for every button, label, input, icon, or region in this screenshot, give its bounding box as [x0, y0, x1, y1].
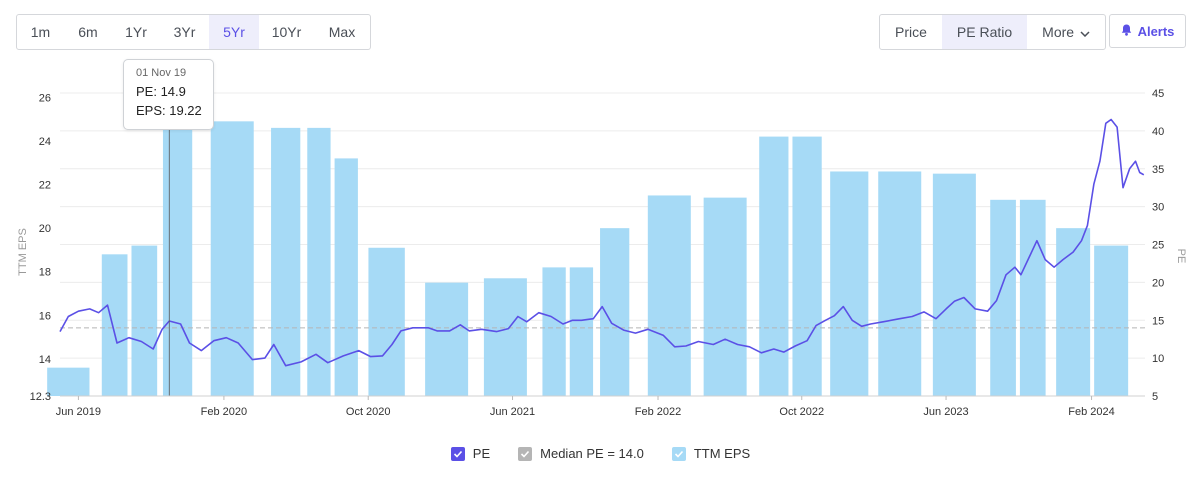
legend-item-2[interactable]: TTM EPS — [671, 446, 751, 461]
eps-bar — [162, 123, 193, 397]
y-right-tick-label: 30 — [1152, 202, 1164, 214]
view-button-pe-ratio[interactable]: PE Ratio — [941, 15, 1028, 49]
checkbox-icon[interactable] — [671, 446, 686, 461]
y-left-tick-label: 26 — [39, 92, 51, 104]
eps-bar — [101, 254, 128, 396]
y-left-axis-title: TTM EPS — [17, 228, 29, 276]
eps-bar — [131, 245, 158, 396]
view-button-label: More — [1042, 24, 1075, 40]
eps-bar — [569, 267, 594, 396]
eps-bar — [647, 195, 691, 396]
x-tick-label: Jun 2019 — [56, 406, 101, 418]
tooltip-eps: EPS: 19.22 — [136, 103, 202, 118]
eps-bar — [932, 173, 976, 396]
chart-view-selector: Price PE Ratio More — [879, 14, 1107, 50]
tooltip-date: 01 Nov 19 — [136, 67, 187, 79]
y-left-tick-label: 24 — [39, 136, 51, 148]
y-right-tick-label: 40 — [1152, 126, 1164, 138]
y-left-tick-label: 22 — [39, 180, 51, 192]
y-left-tick-label: 18 — [39, 267, 51, 279]
legend-item-1[interactable]: Median PE = 14.0 — [518, 446, 644, 461]
range-button-1yr[interactable]: 1Yr — [125, 24, 147, 40]
y-right-tick-label: 25 — [1152, 240, 1164, 252]
x-tick-label: Feb 2024 — [1068, 406, 1114, 418]
eps-bar — [759, 136, 789, 397]
legend-label: TTM EPS — [693, 446, 751, 461]
chart-tooltip: 01 Nov 19 PE: 14.9 EPS: 19.22 — [123, 59, 214, 130]
y-left-tick-label: 16 — [39, 310, 51, 322]
range-button-max[interactable]: Max — [328, 24, 356, 40]
eps-bar — [307, 127, 331, 397]
y-right-tick-label: 5 — [1152, 391, 1158, 403]
eps-bar — [210, 121, 254, 396]
tooltip-pe: PE: 14.9 — [136, 84, 186, 99]
view-button-label: PE Ratio — [956, 24, 1013, 40]
eps-bar — [368, 247, 405, 396]
range-button-6m[interactable]: 6m — [78, 24, 98, 40]
x-tick-label: Feb 2020 — [201, 406, 247, 418]
legend-label: PE — [472, 446, 491, 461]
view-button-more[interactable]: More — [1027, 15, 1105, 49]
y-right-axis-title: PE — [1175, 249, 1187, 264]
y-right-tick-label: 10 — [1152, 353, 1164, 365]
chevron-down-icon — [1080, 15, 1090, 49]
eps-bar — [703, 197, 747, 396]
range-button-5yr[interactable]: 5Yr — [209, 15, 259, 49]
x-tick-label: Jun 2021 — [490, 406, 535, 418]
eps-bar — [792, 136, 822, 397]
time-range-selector: 1m 6m 1Yr 3Yr 5Yr 10Yr Max — [16, 14, 371, 50]
view-button-price[interactable]: Price — [880, 15, 942, 49]
y-right-tick-label: 35 — [1152, 164, 1164, 176]
checkbox-icon[interactable] — [518, 446, 533, 461]
legend-item-0[interactable]: PE — [450, 446, 491, 461]
range-button-1m[interactable]: 1m — [30, 24, 51, 40]
eps-bar — [990, 199, 1016, 396]
alerts-button[interactable]: Alerts — [1109, 14, 1186, 48]
x-tick-label: Jun 2023 — [923, 406, 968, 418]
eps-bar — [878, 171, 922, 396]
eps-bar — [483, 278, 527, 396]
eps-bar — [830, 171, 869, 396]
bell-icon — [1121, 24, 1132, 39]
eps-bar — [1094, 245, 1129, 396]
eps-bar — [1019, 199, 1046, 396]
y-right-tick-label: 45 — [1152, 88, 1164, 100]
y-right-tick-label: 15 — [1152, 315, 1164, 327]
range-button-3yr[interactable]: 3Yr — [173, 24, 196, 40]
y-right-tick-label: 20 — [1152, 277, 1164, 289]
x-tick-label: Feb 2022 — [635, 406, 681, 418]
view-button-label: Price — [895, 24, 927, 40]
eps-bar — [425, 282, 469, 396]
legend-label: Median PE = 14.0 — [540, 446, 644, 461]
checkbox-icon[interactable] — [450, 446, 465, 461]
y-left-tick-label: 20 — [39, 223, 51, 235]
eps-bar — [1056, 228, 1091, 396]
eps-bar — [271, 127, 301, 397]
alerts-label: Alerts — [1137, 23, 1175, 39]
pe-line — [59, 118, 1145, 367]
chart-legend: PE Median PE = 14.0 TTM EPS — [0, 446, 1201, 461]
eps-bar — [542, 267, 566, 396]
eps-bar — [47, 367, 90, 396]
y-left-tick-label: 12.3 — [30, 391, 51, 403]
eps-bar — [334, 158, 358, 396]
x-tick-label: Oct 2020 — [346, 406, 391, 418]
x-tick-label: Oct 2022 — [779, 406, 824, 418]
range-button-10yr[interactable]: 10Yr — [271, 24, 302, 40]
y-left-tick-label: 14 — [39, 354, 51, 366]
